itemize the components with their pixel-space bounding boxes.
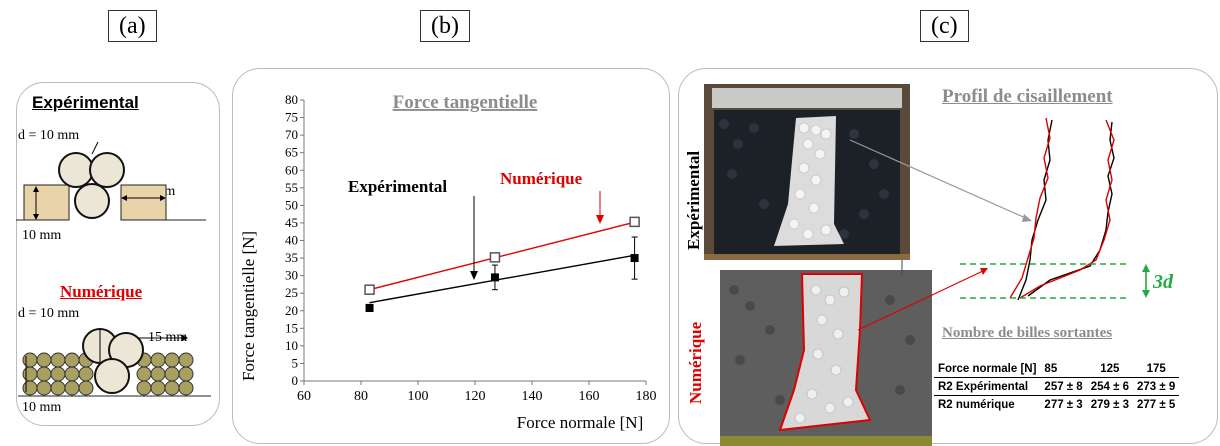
right-block [120, 184, 167, 221]
leader-line-numerique [857, 269, 986, 331]
bead-grid-right [136, 352, 194, 396]
x-axis-label: Force normale [N] [517, 413, 644, 432]
bead [74, 183, 110, 219]
data-point-experimental [365, 303, 374, 312]
y-tick-label: 35 [285, 250, 298, 265]
y-tick-label: 0 [292, 373, 299, 388]
data-point-numerique [489, 252, 501, 263]
table-row: R2 numérique 277 ± 3 279 ± 3 277 ± 5 [934, 396, 1179, 414]
table-cell: Force normale [N] [934, 360, 1041, 378]
annotation-experimental: Expérimental [348, 177, 447, 196]
y-tick-label: 5 [292, 355, 299, 370]
table-cell: R2 numérique [938, 398, 1015, 411]
y-tick-label: 60 [285, 162, 298, 177]
profile-title: Profil de cisaillement [942, 86, 1113, 107]
panel-a-exp-title: Expérimental [32, 93, 139, 112]
x-tick-label: 80 [354, 389, 368, 404]
billes-table: Force normale [N] 85 125 175 R2 Expérime… [934, 360, 1180, 414]
table-row: R2 Expérimental 257 ± 8 254 ± 6 273 ± 9 [934, 377, 1180, 396]
bead-grid-left [22, 352, 94, 396]
panel-label-c: (c) [920, 10, 969, 42]
arrow-head-numerique [596, 215, 604, 224]
profile-right-numerique [1019, 119, 1115, 299]
diameter-arrow [91, 141, 99, 155]
arrow-head-experimental [470, 271, 478, 280]
annotation-numerique: Numérique [500, 169, 583, 188]
table-cell: 85 [1040, 360, 1087, 378]
bead [89, 152, 125, 188]
panel-a-exp-height: 10 mm [22, 228, 62, 243]
left-block [23, 184, 70, 221]
table-cell: 175 [1133, 360, 1180, 378]
x-tick-label: 120 [465, 389, 486, 404]
height-arrow-head-top [33, 186, 39, 192]
data-point-numerique [364, 284, 375, 295]
table-cell: 254 ± 6 [1086, 377, 1134, 396]
panel-label-b: (b) [420, 10, 470, 42]
chart-marks [364, 216, 640, 312]
y-tick-label: 70 [285, 127, 298, 142]
y-tick-label: 50 [285, 197, 298, 212]
numerical-setup-diagram [18, 328, 211, 397]
y-tick-label: 75 [285, 110, 298, 125]
leader-arrow-head-numerique [980, 268, 988, 275]
table-header-row: Force normale [N] 85 125 175 [934, 360, 1180, 378]
band-label: 3d [1153, 271, 1173, 293]
band-arrow-head-bottom [1142, 290, 1150, 298]
x-tick-label: 60 [297, 389, 311, 404]
table-cell: R2 Expérimental [934, 377, 1041, 396]
profile-left-numerique [1009, 117, 1051, 299]
bead [58, 152, 94, 188]
width-arrow-head-right [160, 195, 166, 201]
leader-lines [849, 139, 1032, 331]
chart-axes: 0 5 10 15 20 25 30 35 40 45 50 55 60 65 70 75 80 60 80 100 1… [285, 92, 657, 404]
fit-line-experimental [369, 254, 635, 304]
bead [94, 358, 130, 394]
band-arrow-head-top [1142, 264, 1150, 272]
x-tick-label: 100 [408, 389, 429, 404]
y-tick-label: 15 [285, 320, 298, 335]
panel-label-a: (a) [108, 10, 157, 42]
width-arrow-head-left [121, 195, 127, 201]
y-tick-label: 25 [285, 285, 298, 300]
x-tick-label: 160 [579, 389, 600, 404]
x-tick-label: 180 [636, 389, 657, 404]
data-point-experimental [630, 254, 639, 263]
table-cell: 277 ± 3 [1044, 398, 1083, 411]
shear-profile-plot [960, 117, 1150, 301]
tangential-force-chart: Force tangentielle 0 5 10 15 20 25 30 35 40 45 50 5… [239, 92, 657, 432]
table-cell: 277 ± 5 [1137, 398, 1176, 411]
width-arrow-head [182, 335, 188, 341]
height-arrow-head-bottom [33, 214, 39, 220]
experimental-setup-diagram [16, 141, 206, 221]
y-tick-label: 80 [285, 92, 298, 107]
numerical-simulation-image [720, 270, 932, 446]
panel-a-num-title: Numérique [60, 282, 143, 301]
x-tick-label: 140 [522, 389, 543, 404]
table-cell: 125 [1086, 360, 1134, 378]
data-point-experimental [490, 273, 499, 282]
panel-a-num-diameter: d = 10 mm [18, 306, 80, 321]
y-tick-label: 10 [285, 338, 298, 353]
y-tick-label: 20 [285, 303, 298, 318]
chart-title: Force tangentielle [393, 92, 538, 113]
y-tick-label: 65 [285, 145, 298, 160]
leader-line-experimental [849, 139, 1031, 221]
y-axis-label: Force tangentielle [N] [239, 231, 258, 381]
experimental-photo [704, 84, 910, 260]
table-cell: 279 ± 3 [1090, 398, 1130, 411]
panel-a-num-height: 10 mm [22, 400, 62, 415]
leader-arrow-head-experimental [1022, 214, 1032, 222]
y-tick-label: 30 [285, 268, 298, 283]
panel-a-exp-diameter: d = 10 mm [18, 128, 80, 143]
y-tick-label: 55 [285, 180, 298, 195]
y-tick-label: 40 [285, 233, 298, 248]
table-cell: 257 ± 8 [1040, 377, 1087, 396]
billes-title: Nombre de billes sortantes [942, 325, 1113, 341]
data-point-numerique [629, 216, 640, 228]
table-cell: 273 ± 9 [1133, 377, 1180, 396]
profile-left-experimental [1017, 119, 1053, 301]
y-tick-label: 45 [285, 215, 298, 230]
fit-line-numerique [369, 221, 635, 291]
